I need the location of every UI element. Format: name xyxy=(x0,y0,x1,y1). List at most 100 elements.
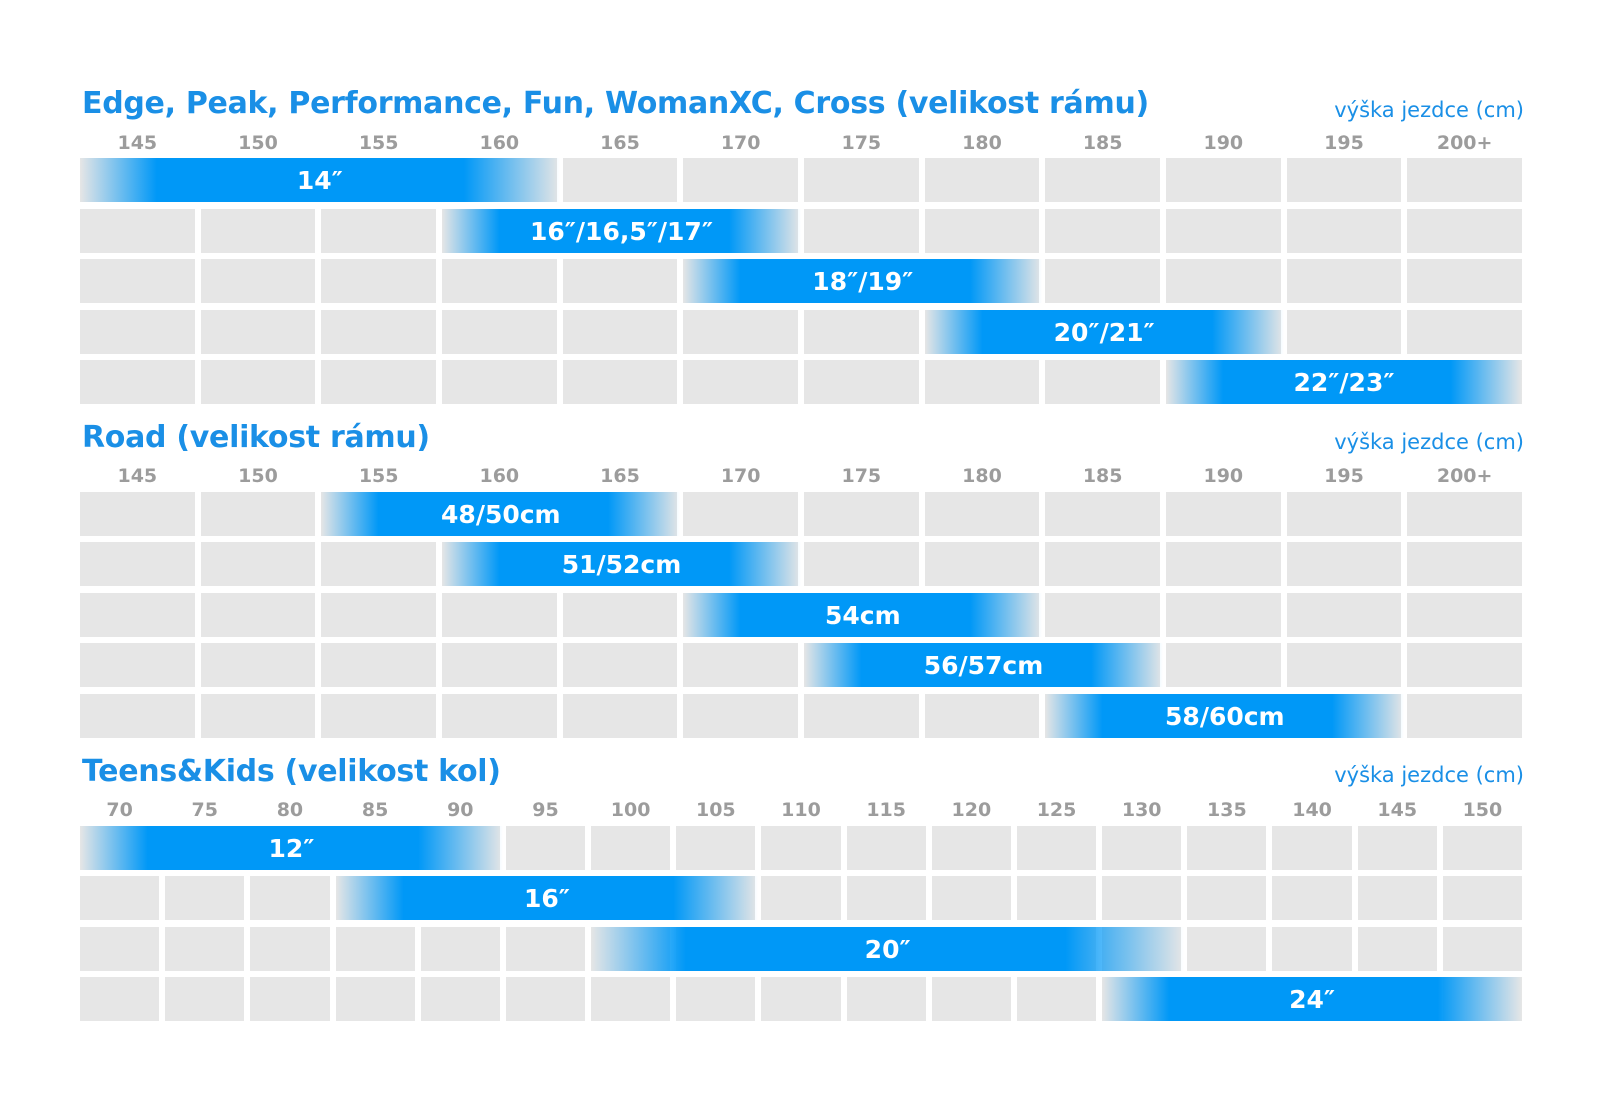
size-bar: 12″ xyxy=(80,826,503,870)
grid-cell xyxy=(1357,876,1437,920)
grid-cell xyxy=(562,310,678,354)
grid-cell xyxy=(761,876,841,920)
section-title: Edge, Peak, Performance, Fun, WomanXC, C… xyxy=(82,86,1149,121)
grid-cell xyxy=(924,158,1040,202)
grid-cell xyxy=(846,876,926,920)
grid-cell xyxy=(80,259,195,303)
grid-cell xyxy=(1272,927,1352,971)
grid-cell xyxy=(165,876,245,920)
grid-cell xyxy=(200,694,316,738)
grid-cell xyxy=(1045,492,1160,536)
tick-label: 100 xyxy=(610,799,651,821)
grid-cell xyxy=(165,977,245,1021)
tick-label: 145 xyxy=(1377,799,1418,821)
grid-cell xyxy=(321,643,436,687)
grid-cell xyxy=(1272,876,1352,920)
tick-label: 115 xyxy=(866,799,906,821)
tick-label: 170 xyxy=(720,132,761,154)
tick-label: 160 xyxy=(479,132,520,154)
tick-label: 165 xyxy=(600,132,640,154)
tick-label: 185 xyxy=(1082,465,1123,487)
grid-cell xyxy=(804,492,919,536)
grid-cell xyxy=(321,360,436,404)
grid-cell xyxy=(591,826,671,870)
grid-cell xyxy=(1407,259,1522,303)
size-bar: 56/57cm xyxy=(804,643,1163,687)
grid-cell xyxy=(1016,826,1097,870)
grid-cell xyxy=(250,977,330,1021)
grid-cell xyxy=(200,643,316,687)
grid-cell xyxy=(804,694,919,738)
size-bar: 51/52cm xyxy=(442,542,801,586)
grid-cell xyxy=(321,259,436,303)
grid-cell xyxy=(1407,694,1522,738)
grid-cell xyxy=(1407,209,1522,253)
grid-cell xyxy=(562,694,678,738)
grid-cell xyxy=(562,360,678,404)
size-bar-label: 48/50cm xyxy=(441,499,561,529)
grid-cell xyxy=(200,360,316,404)
grid-cell xyxy=(1016,977,1097,1021)
grid-cell xyxy=(442,360,557,404)
grid-cell xyxy=(1102,826,1182,870)
grid-cell xyxy=(200,542,316,586)
grid-cell xyxy=(924,209,1040,253)
grid-cell xyxy=(683,360,798,404)
grid-cell xyxy=(1286,158,1402,202)
grid-cell xyxy=(562,643,678,687)
grid-cell xyxy=(683,492,798,536)
grid-cell xyxy=(931,826,1011,870)
grid-cell xyxy=(335,977,415,1021)
grid-cell xyxy=(80,492,195,536)
tick-label: 80 xyxy=(276,799,304,821)
size-bar: 24″ xyxy=(1102,977,1522,1021)
grid-cell xyxy=(200,259,316,303)
axis-unit-label: výška jezdce (cm) xyxy=(1334,98,1524,122)
grid-cell xyxy=(562,158,678,202)
tick-label: 200+ xyxy=(1436,132,1493,154)
grid-cell xyxy=(1016,876,1097,920)
grid-cell xyxy=(321,694,436,738)
size-bar: 14″ xyxy=(80,158,560,202)
grid-cell xyxy=(1045,593,1160,637)
grid-cell xyxy=(676,826,756,870)
grid-cell xyxy=(1166,542,1281,586)
grid-cell xyxy=(80,927,160,971)
tick-label: 190 xyxy=(1203,132,1244,154)
tick-label: 150 xyxy=(238,465,278,487)
tick-label: 180 xyxy=(962,465,1002,487)
size-bar-label: 12″ xyxy=(268,833,315,863)
grid-cell xyxy=(200,593,316,637)
grid-cell xyxy=(80,310,195,354)
grid-cell xyxy=(562,593,678,637)
grid-cell xyxy=(562,259,678,303)
grid-cell xyxy=(1407,593,1522,637)
tick-label: 85 xyxy=(361,799,389,821)
size-bar-label: 20″/21″ xyxy=(1053,317,1155,347)
axis-unit-label: výška jezdce (cm) xyxy=(1334,763,1524,787)
grid-cell xyxy=(321,542,436,586)
grid-cell xyxy=(420,977,500,1021)
grid-cell xyxy=(1442,826,1522,870)
grid-cell xyxy=(80,593,195,637)
size-bar-label: 24″ xyxy=(1289,984,1336,1014)
grid-cell xyxy=(761,977,841,1021)
tick-label: 180 xyxy=(962,132,1002,154)
tick-label: 175 xyxy=(841,132,882,154)
grid-cell xyxy=(165,927,245,971)
grid-cell xyxy=(250,876,330,920)
grid-cell xyxy=(804,360,919,404)
grid-cell xyxy=(420,927,500,971)
tick-label: 90 xyxy=(447,799,474,821)
grid-cell xyxy=(924,542,1040,586)
size-bar: 16″ xyxy=(335,876,759,920)
size-bar: 20″ xyxy=(591,927,1185,971)
grid-cell xyxy=(676,977,756,1021)
grid-cell xyxy=(1166,492,1281,536)
size-bar-label: 58/60cm xyxy=(1165,701,1285,731)
size-bar: 54cm xyxy=(683,593,1043,637)
grid-cell xyxy=(442,694,557,738)
grid-cell xyxy=(804,542,919,586)
grid-cell xyxy=(1166,209,1281,253)
section-title: Teens&Kids (velikost kol) xyxy=(82,754,501,789)
